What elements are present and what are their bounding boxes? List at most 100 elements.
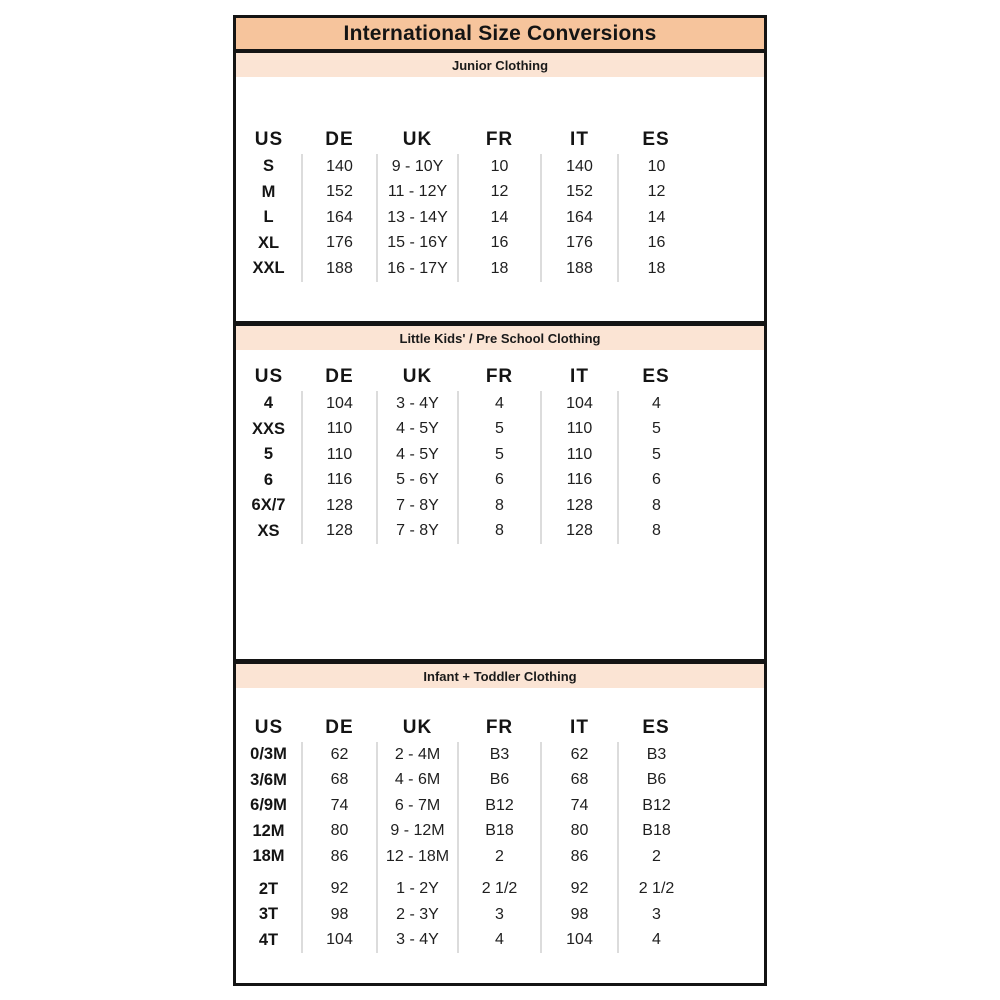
- column-header-fr: FR: [485, 717, 514, 738]
- column-header-us: US: [254, 717, 284, 738]
- section-little-kids-clothing: Little Kids' / Pre School Clothing US DE…: [236, 321, 764, 659]
- table-row: XXL 188 16 - 17Y 18 188 18: [236, 256, 694, 282]
- cell: 16: [617, 230, 694, 256]
- cell: 2 1/2: [617, 876, 694, 902]
- cell: 18M: [252, 847, 285, 866]
- page-title: International Size Conversions: [236, 18, 764, 53]
- cell: 16: [457, 230, 541, 256]
- cell: 2 1/2: [457, 876, 541, 902]
- table-row: 5 110 4 - 5Y 5 110 5: [236, 442, 694, 468]
- cell: 13 - 14Y: [376, 205, 458, 231]
- cell: 12 - 18M: [376, 844, 458, 870]
- column-header-fr: FR: [485, 129, 514, 150]
- column-header-it: IT: [570, 717, 589, 738]
- cell: 128: [301, 493, 377, 519]
- table-row: 6/9M 74 6 - 7M B12 74 B12: [236, 793, 694, 819]
- cell: 2 - 4M: [376, 742, 458, 768]
- cell: 3: [617, 902, 694, 928]
- cell: B18: [617, 818, 694, 844]
- column-header-us: US: [254, 366, 284, 387]
- column-header-uk: UK: [402, 717, 433, 738]
- cell: 2 - 3Y: [376, 902, 458, 928]
- cell: 4: [457, 391, 541, 417]
- cell: 12: [457, 179, 541, 205]
- cell: B18: [457, 818, 541, 844]
- cell: 14: [617, 205, 694, 231]
- cell: 18: [617, 256, 694, 282]
- row-spacer: [236, 869, 694, 877]
- section-header-junior: Junior Clothing: [236, 53, 764, 77]
- column-header-row: US DE UK FR IT ES: [236, 714, 694, 742]
- cell: 140: [301, 154, 377, 180]
- section-header-little-kids: Little Kids' / Pre School Clothing: [236, 326, 764, 350]
- column-header-fr: FR: [485, 366, 514, 387]
- cell: 3 - 4Y: [376, 927, 458, 953]
- cell: L: [263, 208, 274, 227]
- cell: 12M: [252, 821, 285, 840]
- column-header-row: US DE UK FR IT ES: [236, 363, 694, 391]
- table-row: L 164 13 - 14Y 14 164 14: [236, 205, 694, 231]
- cell: 12: [617, 179, 694, 205]
- cell: 110: [301, 416, 377, 442]
- table-row: 0/3M 62 2 - 4M B3 62 B3: [236, 742, 694, 768]
- cell: 140: [540, 154, 618, 180]
- cell: 62: [301, 742, 377, 768]
- infant-toddler-size-table: US DE UK FR IT ES 0/3M 62 2 - 4M B3 62 B…: [236, 714, 694, 953]
- cell: 116: [301, 467, 377, 493]
- cell: S: [262, 157, 274, 176]
- cell: 92: [301, 876, 377, 902]
- cell: M: [261, 182, 276, 201]
- cell: 3/6M: [250, 770, 287, 789]
- cell: 18: [457, 256, 541, 282]
- column-header-it: IT: [570, 366, 589, 387]
- section-header-infant-toddler: Infant + Toddler Clothing: [236, 664, 764, 688]
- table-row: M 152 11 - 12Y 12 152 12: [236, 179, 694, 205]
- table-row: 2T 92 1 - 2Y 2 1/2 92 2 1/2: [236, 876, 694, 902]
- cell: 74: [540, 793, 618, 819]
- cell: 74: [301, 793, 377, 819]
- cell: 116: [540, 467, 618, 493]
- table-row: 4 104 3 - 4Y 4 104 4: [236, 391, 694, 417]
- cell: 110: [540, 416, 618, 442]
- cell: 5: [457, 442, 541, 468]
- column-header-it: IT: [570, 129, 589, 150]
- cell: 16 - 17Y: [376, 256, 458, 282]
- cell: 98: [540, 902, 618, 928]
- cell: B12: [457, 793, 541, 819]
- cell: B6: [617, 767, 694, 793]
- cell: 0/3M: [250, 745, 287, 764]
- cell: 5 - 6Y: [376, 467, 458, 493]
- cell: 5: [457, 416, 541, 442]
- cell: 4 - 5Y: [376, 442, 458, 468]
- cell: 188: [540, 256, 618, 282]
- column-header-uk: UK: [402, 366, 433, 387]
- junior-size-table: US DE UK FR IT ES S 140 9 - 10Y 10 140 1…: [236, 126, 694, 282]
- cell: 2: [457, 844, 541, 870]
- cell: XXS: [251, 419, 286, 438]
- table-row: S 140 9 - 10Y 10 140 10: [236, 154, 694, 180]
- column-header-es: ES: [642, 366, 670, 387]
- cell: 152: [540, 179, 618, 205]
- cell: 8: [617, 518, 694, 544]
- table-row: 6 116 5 - 6Y 6 116 6: [236, 467, 694, 493]
- cell: 128: [301, 518, 377, 544]
- table-row: 3T 98 2 - 3Y 3 98 3: [236, 902, 694, 928]
- table-row: 6X/7 128 7 - 8Y 8 128 8: [236, 493, 694, 519]
- cell: 98: [301, 902, 377, 928]
- cell: 8: [457, 518, 541, 544]
- cell: 4 - 5Y: [376, 416, 458, 442]
- cell: 104: [540, 927, 618, 953]
- cell: 86: [301, 844, 377, 870]
- cell: B6: [457, 767, 541, 793]
- cell: 5: [617, 442, 694, 468]
- cell: 5: [263, 445, 274, 464]
- cell: 7 - 8Y: [376, 518, 458, 544]
- cell: 5: [617, 416, 694, 442]
- table-row: XL 176 15 - 16Y 16 176 16: [236, 230, 694, 256]
- section-junior-clothing: Junior Clothing US DE UK FR IT ES S 140 …: [236, 53, 764, 321]
- cell: 128: [540, 518, 618, 544]
- cell: XL: [257, 233, 280, 252]
- cell: 1 - 2Y: [376, 876, 458, 902]
- cell: 10: [617, 154, 694, 180]
- cell: 6/9M: [250, 796, 287, 815]
